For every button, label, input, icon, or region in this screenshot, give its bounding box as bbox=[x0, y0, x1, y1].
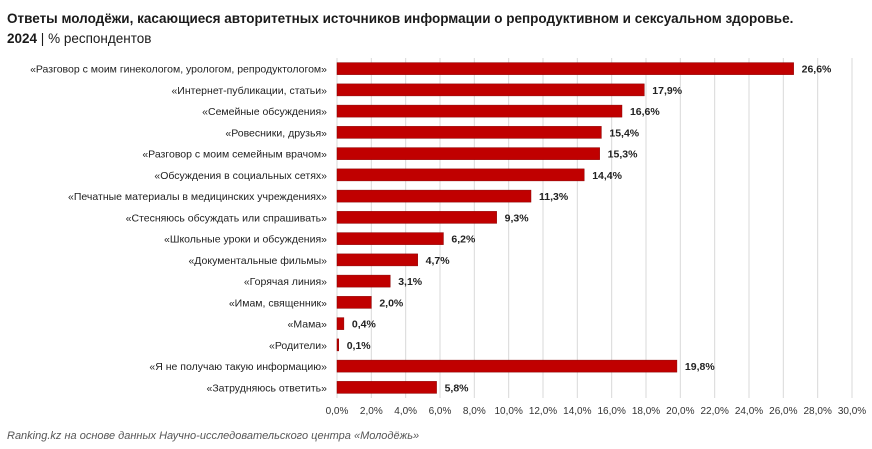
x-tick-label: 10,0% bbox=[494, 406, 522, 417]
bar bbox=[336, 296, 372, 309]
chart-subtitle-separator: | bbox=[37, 31, 49, 46]
bar bbox=[336, 189, 532, 203]
x-tick-label: 4,0% bbox=[394, 406, 417, 417]
data-labels: 26,6% 17,9% 16,6% 15,4% 15,3% 14,4% 11,3% 9,3% 6… bbox=[347, 64, 832, 395]
category-label: «Обсуждения в социальных сетях» bbox=[154, 170, 327, 182]
category-label: «Интернет-публикации, статьи» bbox=[171, 85, 327, 97]
category-label: «Имам, священник» bbox=[229, 297, 327, 309]
bar bbox=[336, 211, 497, 224]
category-labels: «Разговор с моим гинекологом, урологом, … bbox=[30, 64, 327, 395]
bar bbox=[336, 381, 437, 394]
chart-subtitle-unit: % респондентов bbox=[48, 31, 152, 46]
x-tick-label: 12,0% bbox=[529, 406, 557, 417]
data-label: 26,6% bbox=[802, 64, 832, 76]
bar bbox=[336, 274, 391, 288]
bar bbox=[336, 232, 444, 245]
chart-subtitle: 2024 | % респондентов bbox=[7, 29, 867, 49]
data-label: 15,4% bbox=[609, 127, 639, 139]
bar bbox=[336, 359, 678, 373]
bar bbox=[336, 147, 600, 160]
x-tick-label: 26,0% bbox=[769, 406, 797, 417]
x-tick-label: 2,0% bbox=[360, 406, 383, 417]
data-label: 3,1% bbox=[398, 276, 423, 288]
category-label: «Разговор с моим гинекологом, урологом, … bbox=[30, 64, 327, 76]
data-label: 5,8% bbox=[445, 382, 470, 394]
data-label: 6,2% bbox=[451, 234, 476, 246]
data-label: 14,4% bbox=[592, 170, 622, 182]
category-label: «Семейные обсуждения» bbox=[202, 106, 327, 118]
data-label: 19,8% bbox=[685, 361, 715, 373]
x-tick-label: 0,0% bbox=[326, 406, 349, 417]
category-label: «Ровесники, друзья» bbox=[225, 127, 327, 139]
category-label: «Горячая линия» bbox=[244, 276, 327, 288]
data-label: 11,3% bbox=[539, 191, 569, 203]
x-tick-label: 6,0% bbox=[429, 406, 452, 417]
data-label: 4,7% bbox=[426, 255, 451, 267]
data-label: 2,0% bbox=[379, 297, 404, 309]
bar bbox=[336, 338, 339, 352]
bar bbox=[336, 62, 794, 75]
bar bbox=[336, 104, 623, 118]
chart-title: Ответы молодёжи, касающиеся авторитетных… bbox=[7, 9, 867, 49]
x-tick-label: 22,0% bbox=[700, 406, 728, 417]
x-tick-label: 8,0% bbox=[463, 406, 486, 417]
x-tick-label: 18,0% bbox=[632, 406, 660, 417]
x-tick-label: 24,0% bbox=[735, 406, 763, 417]
category-label: «Родители» bbox=[269, 340, 327, 352]
bar bbox=[336, 317, 345, 330]
category-label: «Разговор с моим семейным врачом» bbox=[142, 149, 327, 161]
x-tick-label: 28,0% bbox=[803, 406, 831, 417]
x-axis-ticks: 0,0% 2,0% 4,0% 6,0% 8,0% 10,0% 12,0% 14,0% 16,0%… bbox=[326, 406, 867, 417]
category-label: «Печатные материалы в медицинских учрежд… bbox=[68, 191, 327, 203]
data-label: 17,9% bbox=[652, 85, 682, 97]
x-tick-label: 30,0% bbox=[838, 406, 866, 417]
category-label: «Документальные фильмы» bbox=[188, 255, 327, 267]
chart-source-note: Ranking.kz на основе данных Научно-иссле… bbox=[7, 430, 420, 442]
x-tick-label: 14,0% bbox=[563, 406, 591, 417]
data-label: 9,3% bbox=[505, 212, 530, 224]
data-label: 0,4% bbox=[352, 319, 377, 331]
data-label: 15,3% bbox=[608, 149, 638, 161]
bars bbox=[336, 62, 794, 394]
x-tick-label: 20,0% bbox=[666, 406, 694, 417]
bar bbox=[336, 126, 602, 139]
category-label: «Затрудняюсь ответить» bbox=[206, 382, 327, 394]
bar bbox=[336, 253, 418, 267]
x-tick-label: 16,0% bbox=[597, 406, 625, 417]
chart-title-line1: Ответы молодёжи, касающиеся авторитетных… bbox=[7, 11, 794, 26]
category-label: «Мама» bbox=[288, 319, 328, 331]
data-label: 0,1% bbox=[347, 340, 372, 352]
category-label: «Стесняюсь обсуждать или спрашивать» bbox=[126, 212, 328, 224]
category-label: «Школьные уроки и обсуждения» bbox=[164, 234, 327, 246]
data-label: 16,6% bbox=[630, 106, 660, 118]
category-label: «Я не получаю такую информацию» bbox=[149, 361, 327, 373]
bar bbox=[336, 168, 585, 182]
chart-subtitle-year: 2024 bbox=[7, 31, 38, 46]
bar bbox=[336, 83, 645, 97]
